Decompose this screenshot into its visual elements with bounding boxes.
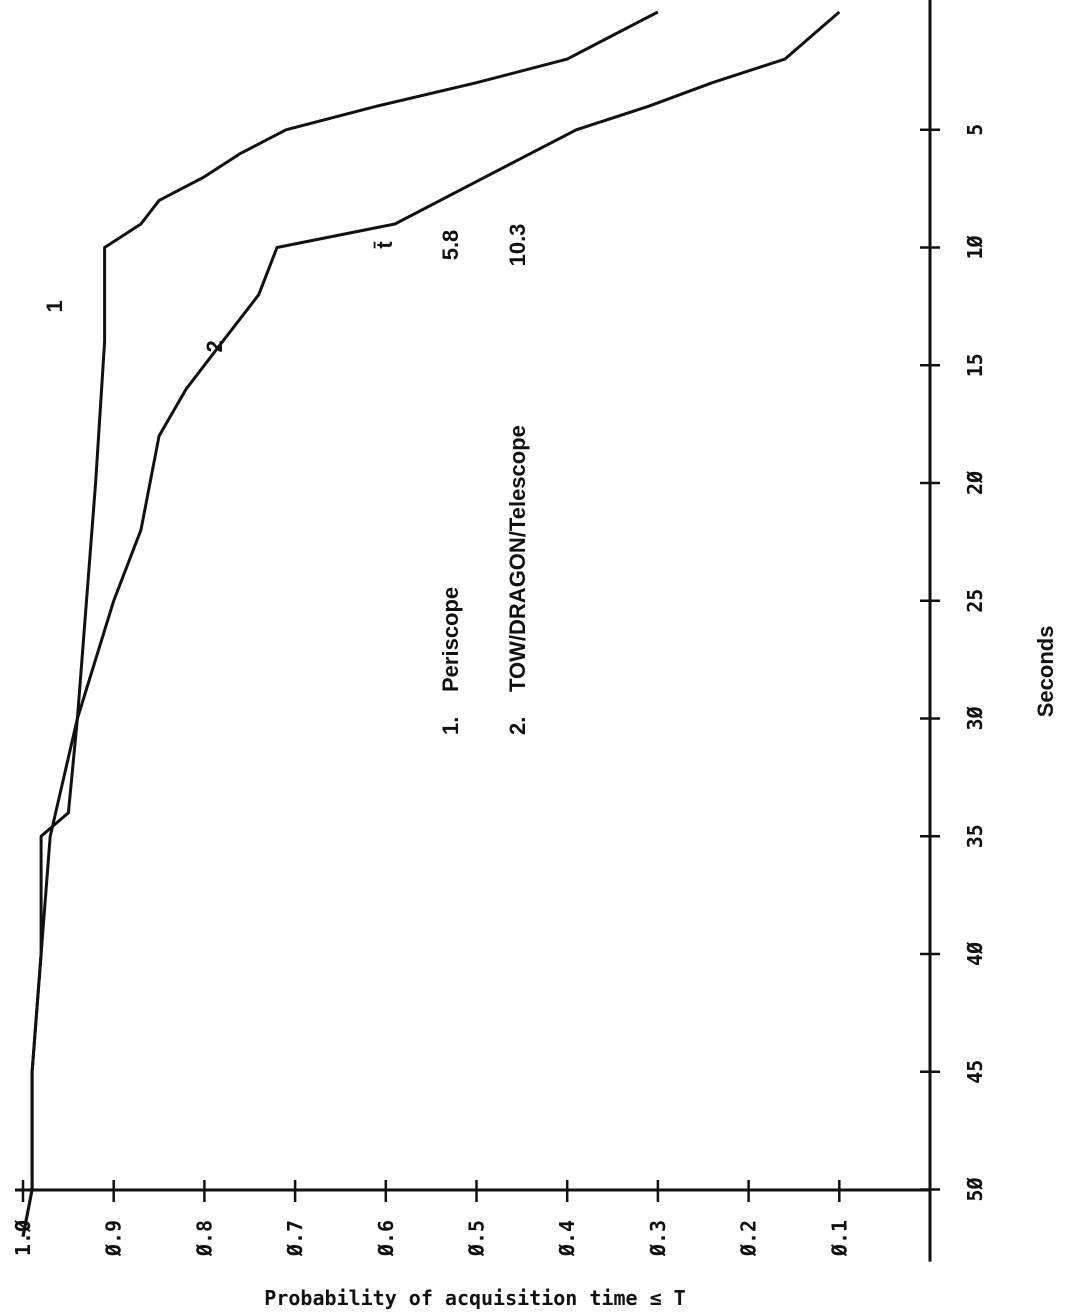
- x-tick-label: 5Ø: [963, 1177, 987, 1201]
- x-tick-label: 4Ø: [963, 942, 987, 966]
- x-tick-label: 45: [963, 1060, 987, 1084]
- legend-name-1: Periscope: [438, 587, 463, 692]
- y-tick-label: Ø.9: [102, 1220, 126, 1257]
- y-tick-label: Ø.6: [374, 1220, 398, 1257]
- x-tick-label: 2Ø: [963, 471, 987, 495]
- x-tick-label: 15: [963, 353, 987, 377]
- legend-number-1: 1.: [438, 717, 463, 735]
- y-tick-label: Ø.7: [283, 1220, 307, 1257]
- x-tick-label: 25: [963, 589, 987, 613]
- x-tick-label: 1Ø: [963, 235, 987, 259]
- x-tick-label: 3Ø: [963, 706, 987, 730]
- x-tick-label: 35: [963, 824, 987, 848]
- series-1-label: 1: [42, 300, 67, 312]
- legend-value-header: t̄: [372, 241, 397, 249]
- series-1-line: [21, 10, 659, 1237]
- legend-number-2: 2.: [505, 717, 530, 735]
- y-tick-label: Ø.5: [465, 1220, 489, 1257]
- legend-value-2: 10.3: [505, 224, 530, 267]
- y-tick-label: Ø.3: [646, 1220, 670, 1257]
- legend-value-1: 5.8: [438, 230, 463, 261]
- y-axis-title: Probability of acquisition time ≤ T: [264, 1286, 685, 1310]
- x-tick-label: 5: [963, 124, 987, 136]
- x-axis-title: Seconds: [1033, 626, 1058, 718]
- y-tick-label: Ø.1: [827, 1220, 851, 1257]
- series-2-label: 2: [202, 340, 227, 352]
- y-tick-label: Ø.2: [737, 1220, 761, 1257]
- series-2-line: [21, 10, 841, 1237]
- plot-area: 5 1Ø 15 2Ø 25 3Ø 35 4Ø 45 5Ø Ø.1 Ø.2 Ø.3 Ø.4 Ø.5 Ø.6 Ø.7…: [11, 0, 1058, 1310]
- legend-name-2: TOW/DRAGON/Telescope: [505, 425, 530, 692]
- y-tick-label: Ø.8: [192, 1220, 216, 1257]
- y-tick-label: Ø.4: [555, 1220, 579, 1257]
- y-tick-label: 1.Ø: [11, 1220, 35, 1256]
